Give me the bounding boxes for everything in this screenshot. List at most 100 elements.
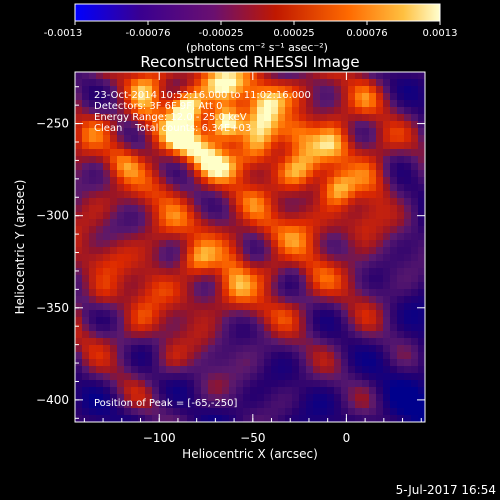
heatmap-pixel <box>292 219 299 226</box>
heatmap-pixel <box>404 254 411 261</box>
heatmap-pixel <box>362 261 369 268</box>
heatmap-pixel <box>222 156 229 163</box>
heatmap-pixel <box>299 72 306 79</box>
heatmap-pixel <box>187 86 194 93</box>
heatmap-pixel <box>264 296 271 303</box>
heatmap-pixel <box>348 156 355 163</box>
heatmap-pixel <box>257 219 264 226</box>
heatmap-pixel <box>152 303 159 310</box>
heatmap-pixel <box>285 72 292 79</box>
heatmap-pixel <box>229 387 236 394</box>
heatmap-pixel <box>124 121 131 128</box>
heatmap-pixel <box>292 387 299 394</box>
heatmap-pixel <box>369 254 376 261</box>
heatmap-pixel <box>194 394 201 401</box>
heatmap-pixel <box>341 212 348 219</box>
heatmap-pixel <box>320 289 327 296</box>
heatmap-pixel <box>411 373 418 380</box>
heatmap-pixel <box>117 170 124 177</box>
heatmap-pixel <box>145 100 152 107</box>
heatmap-pixel <box>334 408 341 415</box>
heatmap-pixel <box>341 107 348 114</box>
heatmap-pixel <box>320 268 327 275</box>
heatmap-pixel <box>313 296 320 303</box>
heatmap-pixel <box>166 401 173 408</box>
heatmap-pixel <box>208 366 215 373</box>
heatmap-pixel <box>292 93 299 100</box>
heatmap-pixel <box>376 205 383 212</box>
heatmap-pixel <box>89 310 96 317</box>
heatmap-pixel <box>166 93 173 100</box>
heatmap-pixel <box>96 387 103 394</box>
heatmap-pixel <box>264 310 271 317</box>
heatmap-pixel <box>334 296 341 303</box>
heatmap-pixel <box>89 296 96 303</box>
heatmap-pixel <box>180 324 187 331</box>
heatmap-pixel <box>292 156 299 163</box>
heatmap-pixel <box>208 394 215 401</box>
heatmap-pixel <box>271 380 278 387</box>
heatmap-pixel <box>285 240 292 247</box>
heatmap-pixel <box>355 205 362 212</box>
heatmap-pixel <box>355 226 362 233</box>
heatmap-pixel <box>229 191 236 198</box>
heatmap-pixel <box>264 135 271 142</box>
heatmap-pixel <box>194 401 201 408</box>
heatmap-pixel <box>159 352 166 359</box>
heatmap-pixel <box>124 317 131 324</box>
heatmap-pixel <box>138 86 145 93</box>
heatmap-pixel <box>404 121 411 128</box>
heatmap-pixel <box>383 121 390 128</box>
heatmap-pixel <box>152 387 159 394</box>
heatmap-pixel <box>285 163 292 170</box>
heatmap-pixel <box>327 226 334 233</box>
heatmap-pixel <box>369 86 376 93</box>
heatmap-pixel <box>348 373 355 380</box>
heatmap-pixel <box>236 380 243 387</box>
heatmap-pixel <box>257 226 264 233</box>
heatmap-pixel <box>152 142 159 149</box>
heatmap-pixel <box>208 338 215 345</box>
heatmap-pixel <box>292 72 299 79</box>
heatmap-pixel <box>313 205 320 212</box>
heatmap-pixel <box>236 247 243 254</box>
heatmap-pixel <box>362 401 369 408</box>
heatmap-pixel <box>187 373 194 380</box>
heatmap-pixel <box>208 163 215 170</box>
heatmap-pixel <box>313 128 320 135</box>
heatmap-pixel <box>327 170 334 177</box>
heatmap-pixel <box>236 240 243 247</box>
heatmap-pixel <box>89 282 96 289</box>
heatmap-pixel <box>348 226 355 233</box>
heatmap-pixel <box>187 345 194 352</box>
heatmap-pixel <box>96 254 103 261</box>
heatmap-pixel <box>89 184 96 191</box>
heatmap-pixel <box>201 296 208 303</box>
heatmap-pixel <box>306 296 313 303</box>
heatmap-pixel <box>103 324 110 331</box>
heatmap-pixel <box>208 401 215 408</box>
heatmap-pixel <box>201 212 208 219</box>
heatmap-pixel <box>110 79 117 86</box>
heatmap-pixel <box>82 394 89 401</box>
heatmap-pixel <box>355 170 362 177</box>
heatmap-pixel <box>89 79 96 86</box>
heatmap-pixel <box>180 394 187 401</box>
heatmap-pixel <box>264 387 271 394</box>
heatmap-pixel <box>138 135 145 142</box>
heatmap-pixel <box>397 324 404 331</box>
heatmap-pixel <box>348 331 355 338</box>
heatmap-pixel <box>236 359 243 366</box>
heatmap-pixel <box>299 233 306 240</box>
heatmap-pixel <box>180 114 187 121</box>
heatmap-pixel <box>411 163 418 170</box>
heatmap-pixel <box>82 191 89 198</box>
heatmap-pixel <box>334 233 341 240</box>
heatmap-pixel <box>152 100 159 107</box>
heatmap-pixel <box>250 338 257 345</box>
heatmap-pixel <box>159 107 166 114</box>
heatmap-pixel <box>418 107 425 114</box>
heatmap-pixel <box>327 191 334 198</box>
heatmap-pixel <box>299 100 306 107</box>
heatmap-pixel <box>145 142 152 149</box>
